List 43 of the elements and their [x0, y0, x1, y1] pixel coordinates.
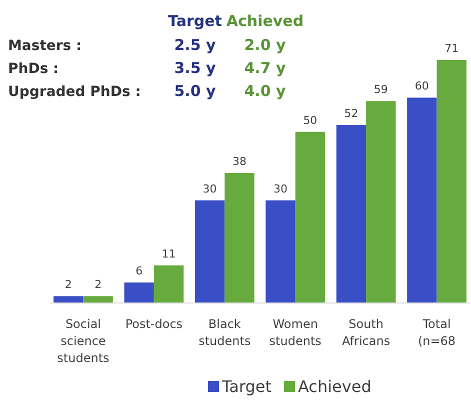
x-tick-label: Women students	[269, 317, 322, 348]
data-label: 38	[232, 154, 246, 168]
bar	[436, 60, 466, 303]
bar	[266, 200, 296, 303]
bar	[366, 101, 396, 303]
bar	[124, 282, 154, 303]
bar	[407, 98, 437, 303]
x-tick-label: Black students	[198, 317, 251, 348]
x-tick-label: Post-docs	[125, 317, 183, 331]
bar	[154, 265, 184, 303]
x-tick-label: Social science students	[57, 317, 110, 365]
legend-label: Target	[221, 377, 272, 396]
annotation: 4.7 y	[244, 59, 286, 77]
data-label: 60	[414, 80, 429, 93]
bar	[194, 200, 225, 303]
legend-label: Achieved	[298, 377, 372, 396]
data-label: 52	[344, 107, 358, 120]
bar	[295, 132, 326, 303]
annotation: 4.0 y	[244, 82, 286, 100]
data-label: 59	[374, 83, 388, 96]
data-label: 11	[162, 247, 176, 260]
text: Achieved	[226, 12, 304, 30]
x-tick-label: South Africans	[342, 317, 390, 348]
x-tick-label: Total (n=68	[418, 317, 456, 348]
annotation: 3.5 y	[174, 59, 216, 77]
text: Masters :	[8, 38, 82, 54]
data-label: 2	[94, 278, 102, 292]
bar	[224, 172, 254, 303]
text: 2.5 y	[174, 36, 216, 54]
data-label: 30	[202, 182, 217, 196]
text: Target	[168, 12, 222, 30]
annotation: 5.0 y	[174, 82, 216, 100]
bar	[83, 296, 113, 303]
data-label: 30	[274, 182, 288, 196]
bar	[336, 125, 366, 303]
annotation: Upgraded PhDs :	[8, 84, 141, 100]
text: 2.0 y	[244, 36, 286, 54]
data-label: 50	[303, 114, 318, 127]
data-label: 71	[444, 42, 459, 55]
bar	[54, 296, 84, 303]
data-label: 6	[136, 264, 143, 278]
data-label: 2	[64, 278, 72, 292]
annotation: PhDs :	[8, 61, 59, 77]
